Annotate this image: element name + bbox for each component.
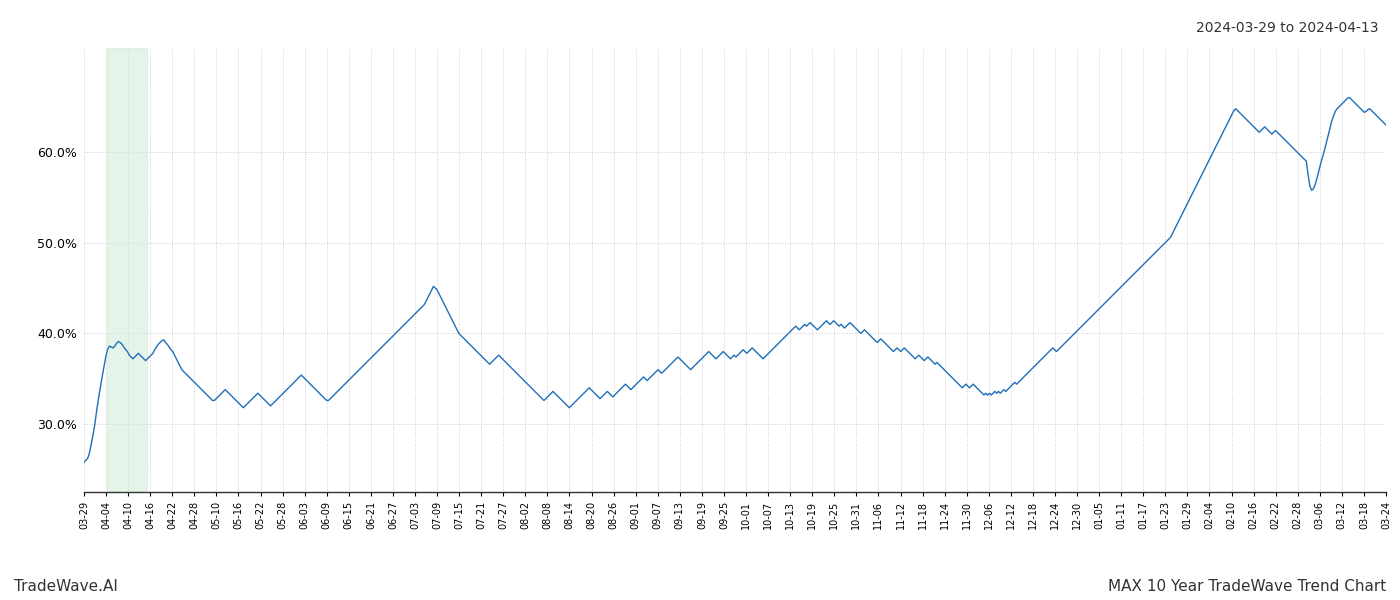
- Text: MAX 10 Year TradeWave Trend Chart: MAX 10 Year TradeWave Trend Chart: [1107, 579, 1386, 594]
- Text: 2024-03-29 to 2024-04-13: 2024-03-29 to 2024-04-13: [1197, 21, 1379, 35]
- Text: TradeWave.AI: TradeWave.AI: [14, 579, 118, 594]
- Bar: [108, 48, 147, 492]
